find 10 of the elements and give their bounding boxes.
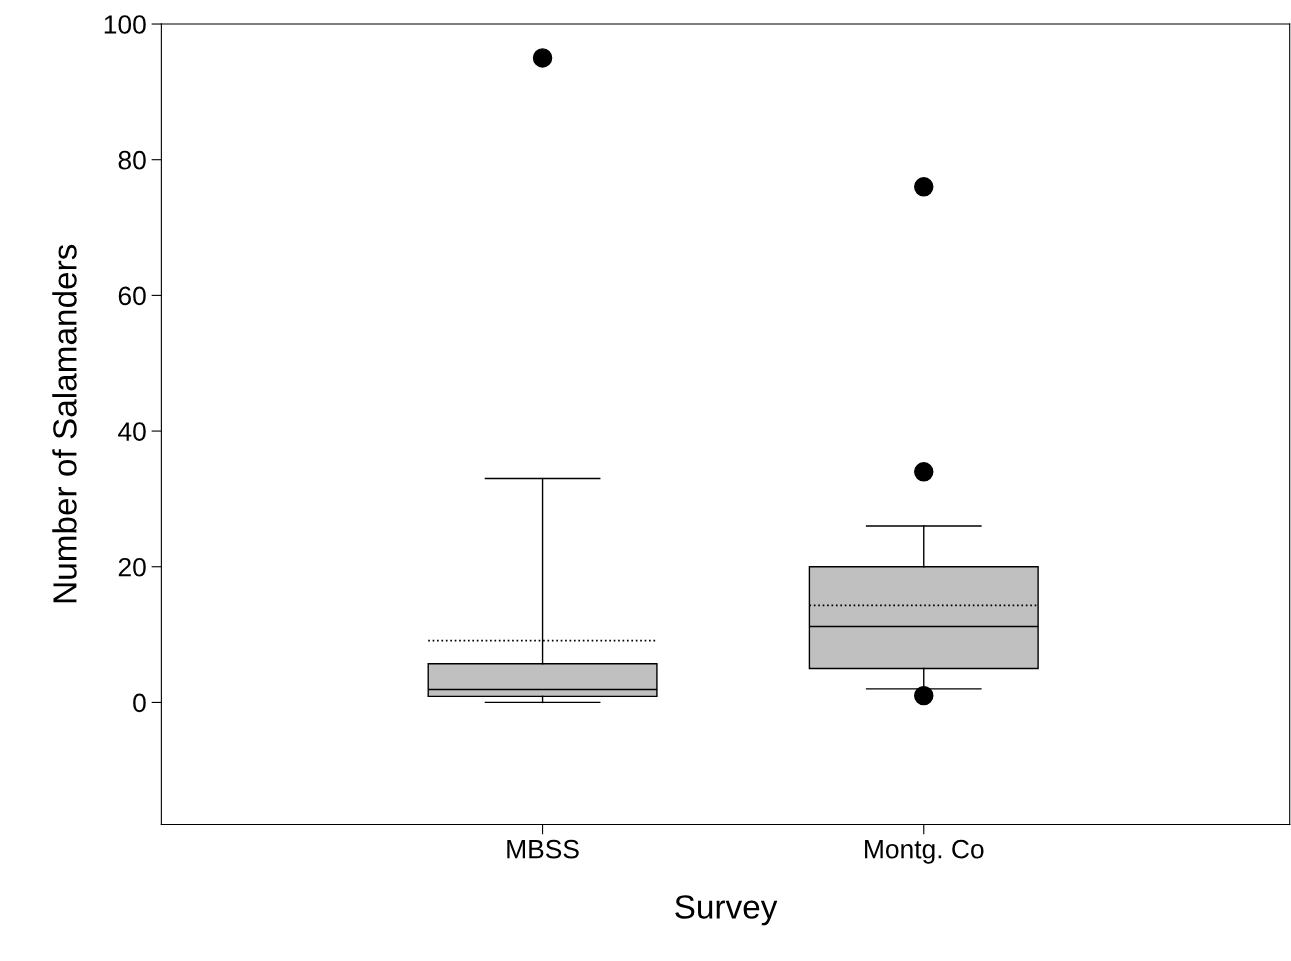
x-tick-label: Montg. Co bbox=[865, 839, 984, 864]
y-tick-label: 100 bbox=[104, 15, 146, 34]
y-tick-label: 0 bbox=[133, 693, 146, 713]
y-tick-label: 60 bbox=[118, 286, 146, 306]
y-tick-label: 20 bbox=[118, 557, 146, 577]
x-tick-label: MBSS bbox=[507, 839, 579, 859]
y-tick-label: 40 bbox=[118, 422, 146, 441]
x-axis-title: Survey bbox=[675, 895, 778, 926]
y-tick-label: 80 bbox=[118, 150, 146, 170]
y-axis-title: Number of Salamanders bbox=[52, 244, 77, 603]
